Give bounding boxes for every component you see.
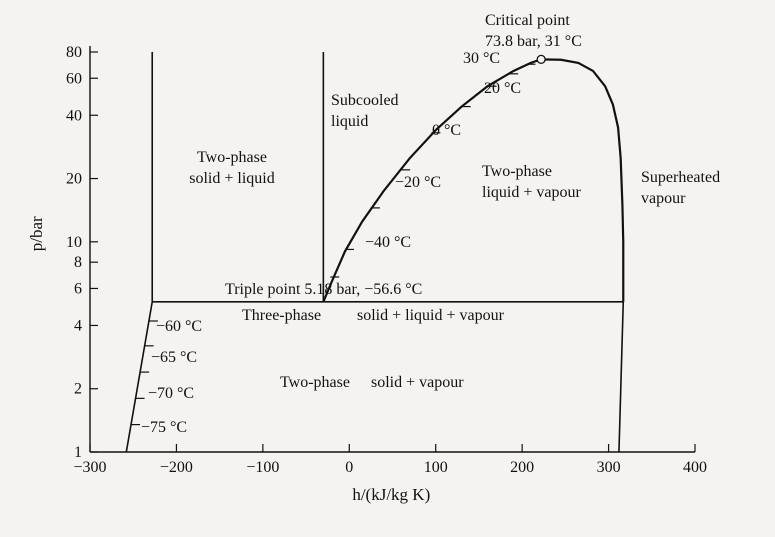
axes: −300 −200 −100 0 100 200 300 400 1 2 4 6 8 10 20 40 60 80… [27,44,707,504]
isotherm-label: −70 °C [148,385,194,402]
y-tick-label: 4 [74,317,82,334]
region-three-phase-desc: solid + liquid + vapour [357,307,505,324]
region-subcooled-liquid: liquid [331,113,368,130]
x-axis-label: h/(kJ/kg K) [352,485,430,504]
isotherm-label: −40 °C [365,234,411,251]
isotherm-label: 30 °C [463,50,500,67]
y-tick-label: 2 [74,381,82,398]
y-tick-label: 8 [74,254,82,271]
vapour-boundary-low [618,301,625,453]
y-tick-label: 80 [66,44,82,61]
x-tick-label: 300 [597,459,621,476]
x-tick-label: 400 [683,459,707,476]
isotherm-label: 20 °C [484,80,521,97]
isotherm-label: −75 °C [141,419,187,436]
phase-boundaries [125,52,625,453]
x-tick-label: −200 [160,459,193,476]
isotherm-label: −20 °C [395,174,441,191]
critical-point-marker [536,54,546,65]
region-two-phase-liquid-vapour: liquid + vapour [482,184,581,201]
x-tick-label: −100 [246,459,279,476]
annotations: Critical point 73.8 bar, 31 °C Triple poin… [141,12,720,436]
y-tick-label: 1 [74,444,82,461]
region-two-phase-solid-vapour: Two-phase [280,374,350,391]
y-tick-label: 10 [66,234,82,251]
region-superheated-vapour: Superheated [641,169,720,186]
y-tick-label: 20 [66,171,82,188]
region-three-phase: Three-phase [242,307,321,324]
y-tick-label: 6 [74,280,82,297]
isotherm-label: −65 °C [151,349,197,366]
region-two-phase-solid-liquid: solid + liquid [189,170,274,187]
critical-point-value: 73.8 bar, 31 °C [485,33,582,50]
triple-point-label: Triple point 5.18 bar, −56.6 °C [225,281,422,298]
region-two-phase-liquid-vapour: Two-phase [482,163,552,180]
region-two-phase-solid-vapour-desc: solid + vapour [371,374,464,391]
y-tick-label: 60 [66,70,82,87]
x-tick-label: 200 [510,459,534,476]
region-two-phase-solid-liquid: Two-phase [197,149,267,166]
sublimation-line [125,301,154,453]
region-superheated-vapour: vapour [641,190,686,207]
isotherm-label: −60 °C [156,318,202,335]
y-axis-label: p/bar [27,216,46,251]
x-tick-label: −300 [73,459,106,476]
x-tick-label: 100 [424,459,448,476]
x-tick-label: 0 [345,459,353,476]
critical-point-label: Critical point [485,12,570,29]
region-subcooled-liquid: Subcooled [331,92,399,109]
isotherm-label: 0 °C [432,122,461,139]
y-tick-label: 40 [66,107,82,124]
saturation-dome [322,58,625,303]
